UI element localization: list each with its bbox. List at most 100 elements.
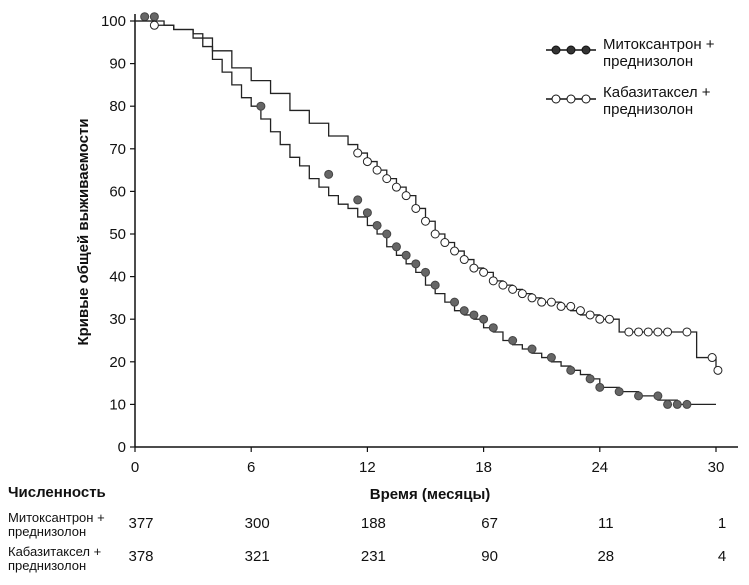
censor-point-0 xyxy=(256,101,266,111)
legend: Митоксантрон + преднизолон Кабазитаксел … xyxy=(546,36,715,118)
censor-point-1 xyxy=(566,301,576,311)
x-tick-label: 12 xyxy=(359,459,376,476)
risk-value: 188 xyxy=(360,515,386,532)
x-tick-label: 0 xyxy=(131,459,139,476)
censor-point-0 xyxy=(663,399,673,409)
legend-item-cabazitaxel: Кабазитаксел + преднизолон xyxy=(546,84,711,118)
x-tick-label: 30 xyxy=(708,459,725,476)
censor-point-0 xyxy=(140,12,150,22)
censor-point-1 xyxy=(362,157,372,167)
risk-value: 377 xyxy=(128,515,154,532)
censor-point-1 xyxy=(643,327,653,337)
y-tick-label: 0 xyxy=(118,439,126,456)
y-tick-label: 30 xyxy=(109,311,126,328)
censor-point-1 xyxy=(556,301,566,311)
censor-point-1 xyxy=(537,297,547,307)
x-axis-label: Время (месяцы) xyxy=(370,486,491,503)
risk-value: 28 xyxy=(597,548,615,565)
censor-point-1 xyxy=(508,284,518,294)
censor-point-1 xyxy=(546,297,556,307)
censor-point-1 xyxy=(391,182,401,192)
legend-marker-filled xyxy=(581,45,591,55)
censor-point-1 xyxy=(440,238,450,248)
censor-point-1 xyxy=(517,289,527,299)
censor-point-1 xyxy=(624,327,634,337)
x-tick-label: 18 xyxy=(475,459,492,476)
legend-label-line1: Митоксантрон + xyxy=(603,36,715,53)
censor-point-0 xyxy=(653,391,663,401)
legend-label-line1: Кабазитаксел + xyxy=(603,84,711,101)
censor-point-1 xyxy=(401,191,411,201)
y-tick-label: 90 xyxy=(109,56,126,73)
censor-point-1 xyxy=(663,327,673,337)
censor-point-1 xyxy=(585,310,595,320)
censor-point-0 xyxy=(508,336,518,345)
legend-label-line2: преднизолон xyxy=(603,101,693,118)
risk-value: 11 xyxy=(598,515,614,532)
risk-value: 300 xyxy=(244,515,270,532)
y-tick-label: 40 xyxy=(109,269,126,286)
y-tick-label: 60 xyxy=(109,183,126,200)
censor-point-1 xyxy=(450,246,460,256)
y-tick-label: 50 xyxy=(109,226,126,243)
y-tick-label: 70 xyxy=(109,141,126,158)
censor-point-1 xyxy=(372,165,382,175)
x-ticks: 0 6 12 18 24 30 xyxy=(131,447,725,476)
censor-point-0 xyxy=(401,250,411,260)
censor-point-0 xyxy=(585,374,595,384)
y-tick-label: 80 xyxy=(109,98,126,115)
censor-point-0 xyxy=(546,353,556,363)
censor-point-1 xyxy=(595,314,605,324)
risk-value: 67 xyxy=(481,515,498,532)
censor-point-0 xyxy=(149,12,159,22)
series-layer xyxy=(135,12,723,409)
censor-point-0 xyxy=(488,323,498,333)
censor-point-1 xyxy=(353,148,363,158)
legend-marker-open xyxy=(566,94,576,104)
censor-point-1 xyxy=(411,203,421,213)
x-tick-label: 24 xyxy=(591,459,608,476)
risk-row-label-line2: преднизолон xyxy=(8,524,87,539)
censor-point-0 xyxy=(469,310,479,320)
y-tick-label: 10 xyxy=(109,396,126,413)
censor-point-1 xyxy=(707,353,717,363)
legend-marker-open xyxy=(581,94,591,104)
censor-point-1 xyxy=(459,255,469,265)
y-tick-label: 20 xyxy=(109,354,126,371)
censor-point-1 xyxy=(469,263,479,273)
risk-value: 321 xyxy=(244,548,270,565)
censor-point-1 xyxy=(713,365,723,375)
x-tick-label: 6 xyxy=(247,459,255,476)
censor-point-0 xyxy=(362,208,372,218)
risk-value: 231 xyxy=(360,548,386,565)
censor-point-1 xyxy=(527,293,537,303)
legend-label-line2: преднизолон xyxy=(603,53,693,70)
censor-point-0 xyxy=(479,314,489,324)
censor-point-1 xyxy=(488,276,498,286)
risk-row-label-mitoxantrone: Митоксантрон + преднизолон xyxy=(8,511,133,539)
censor-point-0 xyxy=(391,242,401,252)
legend-marker-open xyxy=(551,94,561,104)
risk-value: 4 xyxy=(717,548,727,565)
censor-point-0 xyxy=(566,365,576,375)
censor-point-0 xyxy=(614,387,624,397)
censor-point-0 xyxy=(411,259,421,269)
censor-point-1 xyxy=(421,216,430,226)
censor-point-1 xyxy=(575,306,585,316)
censor-point-0 xyxy=(382,229,392,239)
risk-row-label-line1: Митоксантрон + xyxy=(8,510,105,525)
censor-point-0 xyxy=(672,399,682,409)
risk-value: 1 xyxy=(717,515,727,532)
censor-point-1 xyxy=(479,267,489,277)
legend-item-mitoxantrone: Митоксантрон + преднизолон xyxy=(546,36,715,70)
censor-point-1 xyxy=(430,229,440,239)
y-axis-label: Кривые общей выживаемости xyxy=(75,118,92,345)
censor-point-1 xyxy=(149,20,159,30)
censor-point-1 xyxy=(634,327,644,337)
censor-point-0 xyxy=(324,169,334,179)
risk-table-title: Численность xyxy=(8,484,106,501)
legend-marker-filled xyxy=(551,45,561,55)
series-line-1 xyxy=(135,20,717,371)
censor-point-0 xyxy=(372,220,382,230)
